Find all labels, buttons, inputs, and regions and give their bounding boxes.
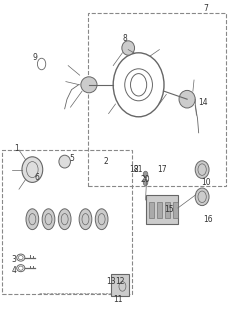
Ellipse shape (58, 209, 71, 230)
Text: 6: 6 (34, 173, 40, 182)
Text: 21: 21 (134, 165, 143, 174)
Ellipse shape (26, 209, 39, 230)
Bar (146, 195, 178, 224)
Bar (165, 202, 170, 218)
Text: 15: 15 (164, 205, 173, 214)
Ellipse shape (122, 41, 134, 55)
Text: 11: 11 (113, 295, 123, 304)
Text: 3: 3 (11, 255, 16, 264)
Text: 16: 16 (203, 215, 213, 224)
Text: 13: 13 (106, 277, 116, 286)
Ellipse shape (22, 157, 43, 182)
Text: 14: 14 (198, 98, 208, 107)
Text: 8: 8 (122, 34, 127, 43)
Text: 5: 5 (69, 154, 74, 163)
Bar (111, 274, 129, 296)
Ellipse shape (79, 209, 92, 230)
Ellipse shape (95, 209, 108, 230)
Text: 10: 10 (201, 178, 210, 187)
Text: 4: 4 (11, 266, 16, 275)
Ellipse shape (81, 77, 97, 93)
Ellipse shape (179, 91, 195, 108)
Bar (173, 202, 178, 218)
Text: 17: 17 (157, 165, 167, 174)
Ellipse shape (42, 209, 55, 230)
Bar (88, 13, 226, 186)
Text: 12: 12 (115, 277, 125, 286)
Text: 2: 2 (104, 157, 109, 166)
Ellipse shape (59, 155, 70, 168)
Bar (157, 202, 162, 218)
Text: 18: 18 (129, 165, 139, 174)
Text: 7: 7 (203, 4, 208, 12)
Bar (2, 150, 132, 294)
Circle shape (143, 171, 148, 178)
Circle shape (143, 179, 148, 186)
Text: 1: 1 (14, 144, 18, 153)
Bar (149, 202, 154, 218)
Ellipse shape (195, 188, 209, 206)
Ellipse shape (195, 161, 209, 179)
Text: 20: 20 (141, 175, 150, 184)
Text: 9: 9 (32, 53, 37, 62)
